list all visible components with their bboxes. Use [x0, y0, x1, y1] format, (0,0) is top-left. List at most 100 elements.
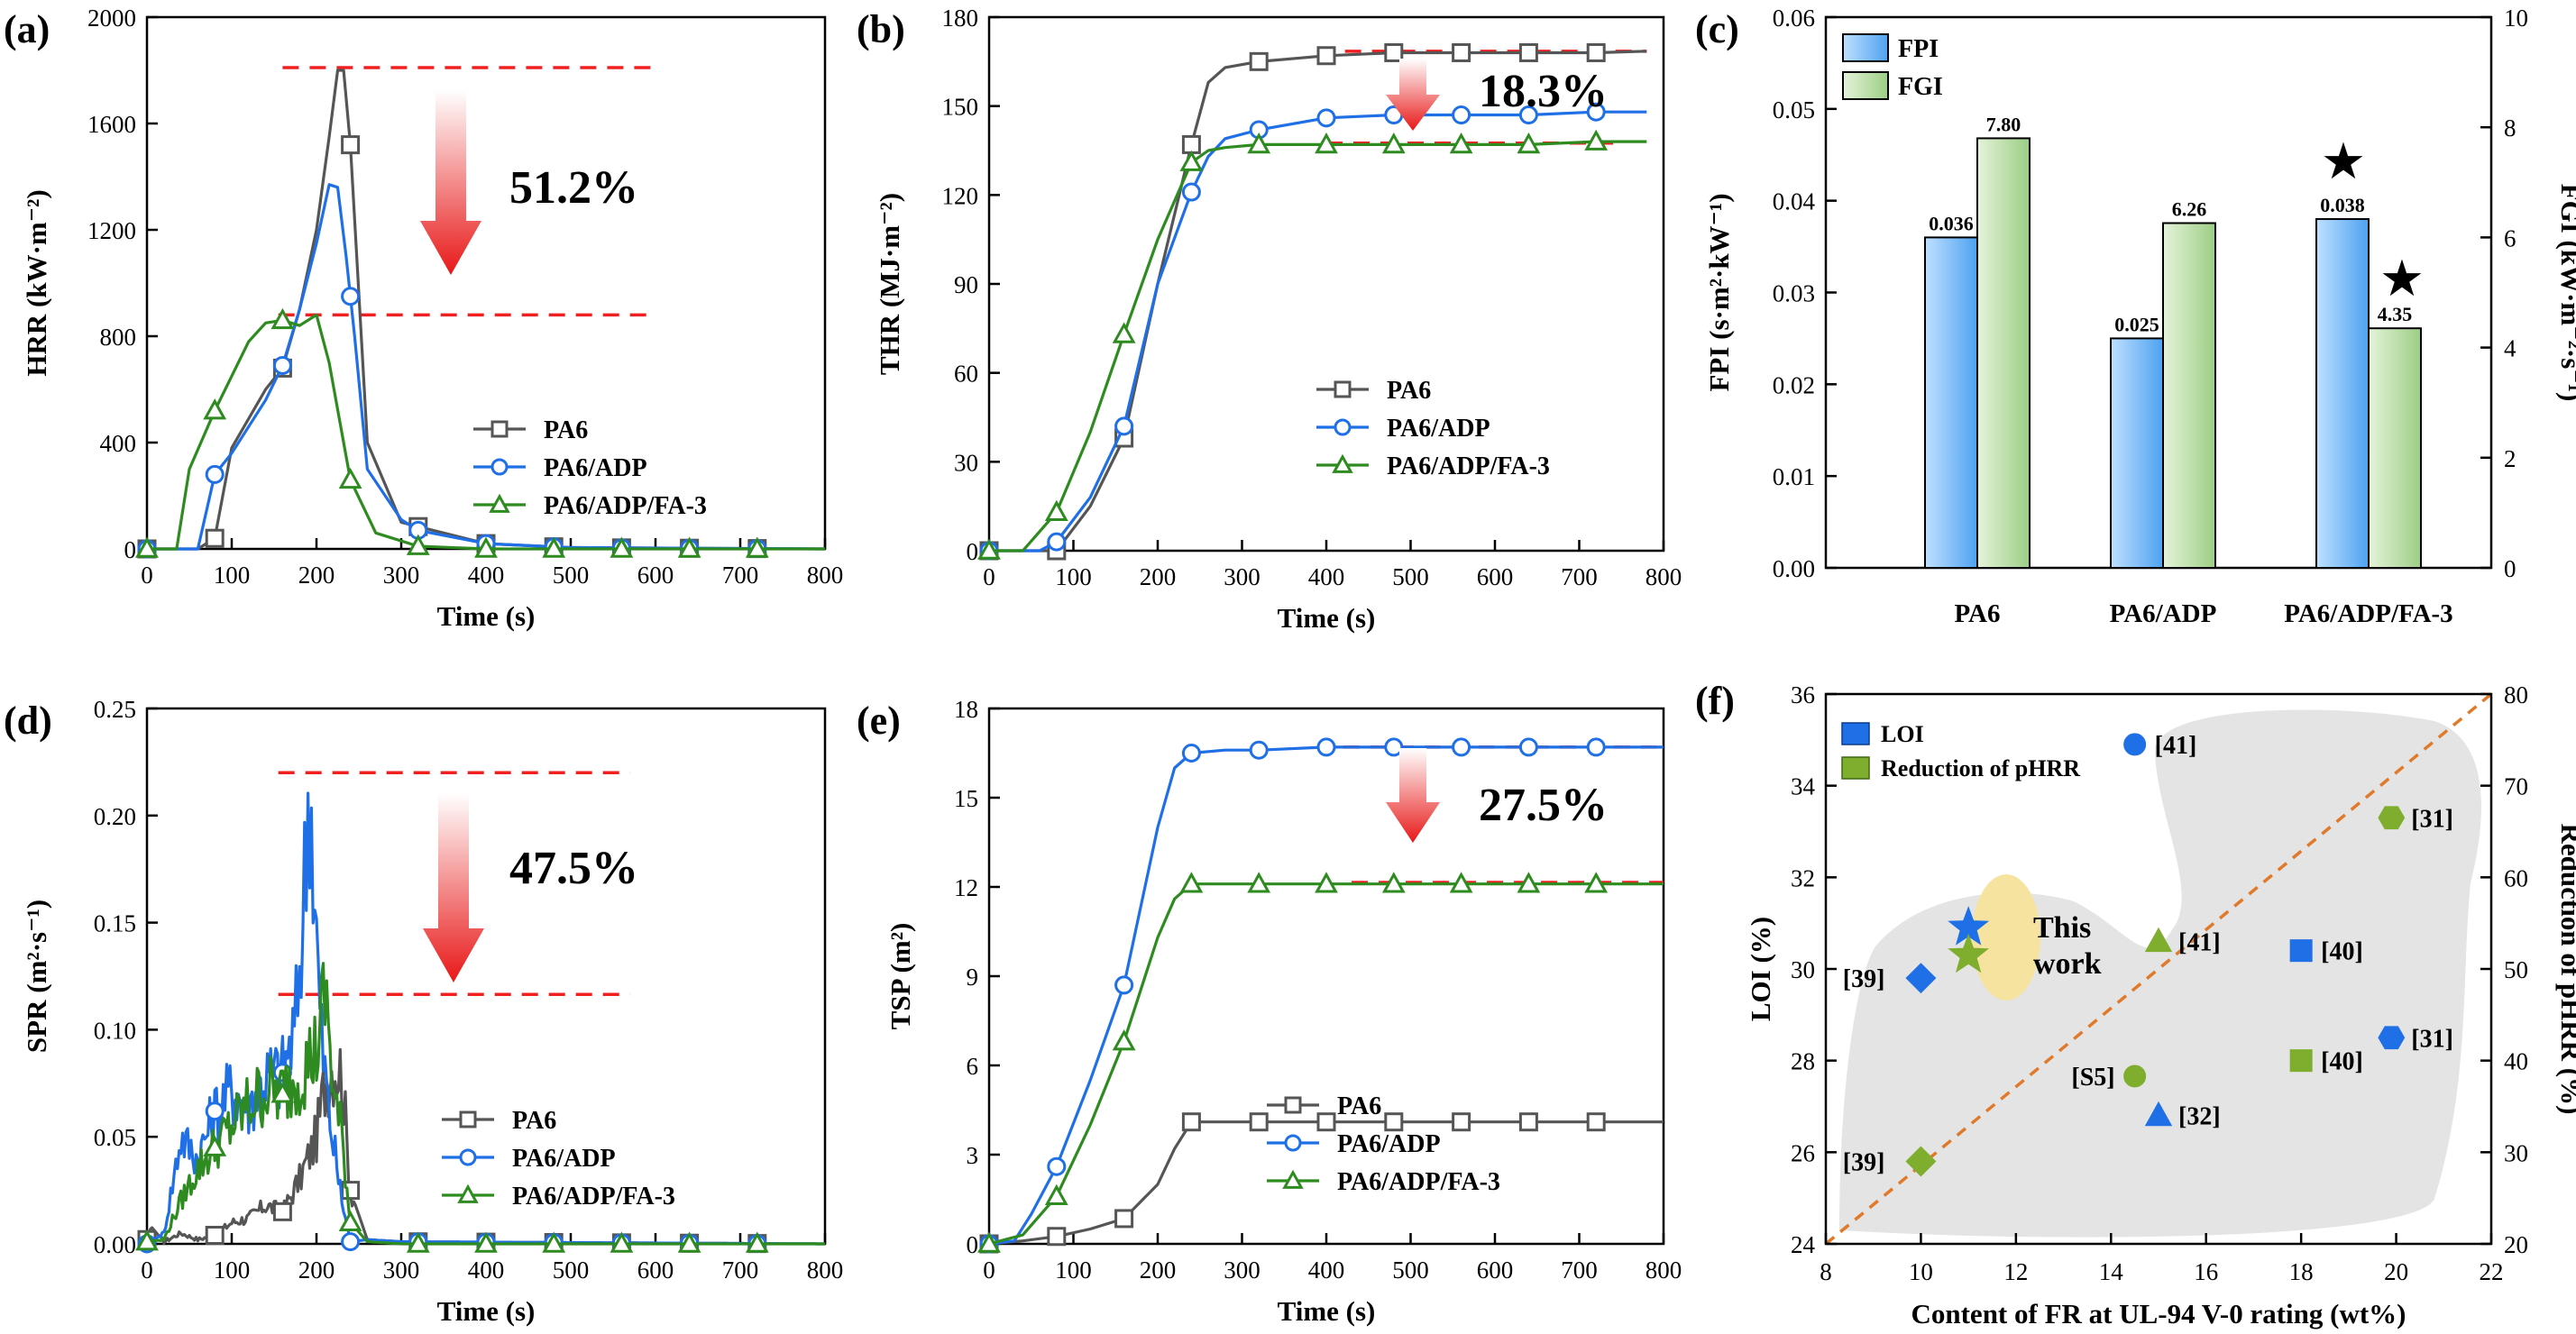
x-tick-label: 200 — [1140, 1256, 1177, 1284]
y2-axis-label: FGI (kW·m⁻²·s⁻¹) — [2555, 184, 2576, 402]
legend-label: PA6 — [1387, 377, 1431, 405]
axes-frame — [145, 15, 827, 551]
x-tick-label: 700 — [1561, 563, 1598, 590]
data-point-PA6/ADP/FA-3 — [338, 1210, 362, 1232]
y2-tick-label: 6 — [2504, 224, 2516, 251]
y2-tick-label: 80 — [2504, 681, 2528, 708]
y-tick-label: 0.20 — [94, 803, 136, 830]
data-point-PA6/ADP/FA-3 — [1247, 872, 1271, 893]
data-point-PA6/ADP/FA-3 — [270, 1082, 295, 1103]
data-point-PA6/ADP/FA-3 — [1449, 872, 1473, 893]
legend-label: PA6 — [1337, 1092, 1381, 1120]
data-point-PA6/ADP — [205, 1101, 225, 1121]
y-tick-label: 0.10 — [94, 1017, 136, 1044]
x-axis-label: Time (s) — [437, 1295, 536, 1327]
data-point-PA6 — [1452, 1112, 1471, 1132]
x-tick-label: 300 — [383, 1256, 420, 1284]
bar-value-label: 0.025 — [2114, 313, 2159, 335]
data-point-PA6/ADP/FA-3 — [1315, 132, 1338, 154]
category-label: PA6/ADP/FA-3 — [2284, 599, 2452, 628]
data-point-PA6 — [1114, 1209, 1134, 1229]
y-tick-label: 0.02 — [1773, 371, 1815, 398]
legend-marker — [490, 458, 509, 476]
data-point-PA6/ADP/FA-3 — [1517, 132, 1541, 154]
bar-FGI — [1976, 137, 2031, 569]
y-tick-label: 0.05 — [94, 1124, 136, 1151]
panel-d: 0 100 200 300 400 500 600 700 800 0.00 0.05 0.10 0.1… — [4, 696, 843, 1327]
y-tick-label: 24 — [1791, 1231, 1816, 1258]
data-point-PA6/ADP — [1181, 182, 1201, 202]
legend-marker — [1334, 380, 1352, 398]
loi-point — [2123, 733, 2147, 756]
panel-label: (e) — [857, 699, 901, 743]
phrr-point-label: [S5] — [2071, 1064, 2114, 1092]
x-tick-label: 14 — [2099, 1258, 2124, 1285]
panel-label: (c) — [1695, 7, 1739, 51]
y-tick-label: 120 — [942, 182, 979, 209]
y2-tick-label: 60 — [2504, 864, 2528, 891]
loi-point-label: [39] — [1843, 965, 1885, 993]
category-label: PA6 — [1954, 599, 2000, 628]
legend-label: Reduction of pHRR — [1881, 755, 2080, 781]
y-tick-label: 18 — [954, 696, 978, 723]
data-point-PA6 — [1518, 42, 1538, 62]
y-axis-label: LOI (%) — [1745, 917, 1776, 1021]
x-tick-label: 200 — [1140, 563, 1177, 590]
legend-marker — [457, 1183, 479, 1203]
legend-label: PA6 — [512, 1107, 556, 1135]
phrr-point — [2144, 927, 2173, 953]
legend-swatch-FPI — [1842, 33, 1889, 62]
x-tick-label: 8 — [1820, 1258, 1832, 1285]
legend-label: PA6 — [544, 416, 588, 444]
y-tick-label: 1600 — [87, 111, 136, 138]
data-point-PA6 — [1586, 42, 1606, 62]
reduction-arrow — [1386, 748, 1440, 843]
data-point-PA6/ADP/FA-3 — [1381, 872, 1406, 893]
x-tick-label: 600 — [1477, 563, 1514, 590]
bar-value-label: 7.80 — [1986, 113, 2021, 135]
y-tick-label: 90 — [954, 271, 978, 298]
panel-b: 0 100 200 300 400 500 600 700 800 0 30 60 90 120 150 18… — [857, 5, 1682, 634]
data-point-PA6/ADP/FA-3 — [1584, 872, 1609, 893]
x-tick-label: 12 — [2003, 1258, 2028, 1285]
panel-label: (b) — [857, 7, 905, 51]
y-tick-label: 400 — [100, 430, 137, 457]
legend-label: PA6/ADP/FA-3 — [1337, 1168, 1500, 1196]
this-work-highlight — [1972, 874, 2040, 1000]
x-tick-label: 100 — [1055, 563, 1092, 590]
panel-label: (d) — [4, 699, 52, 743]
x-tick-label: 800 — [807, 562, 844, 589]
legend-marker — [490, 420, 509, 438]
legend-label: LOI — [1881, 721, 1924, 747]
data-point-PA6/ADP — [1249, 740, 1269, 760]
data-point-PA6 — [205, 1225, 225, 1245]
reduction-percent: 27.5% — [1479, 780, 1608, 831]
phrr-point-label: [31] — [2411, 805, 2453, 833]
phrr-point — [2289, 1049, 2313, 1073]
y2-tick-label: 40 — [2504, 1048, 2528, 1075]
data-point-PA6/ADP — [1181, 744, 1201, 763]
data-point-PA6/ADP/FA-3 — [1381, 132, 1406, 154]
y-tick-label: 60 — [954, 361, 978, 388]
data-point-PA6/ADP — [1316, 737, 1336, 757]
panel-label: (f) — [1695, 679, 1735, 723]
data-point-PA6 — [205, 528, 225, 548]
data-point-PA6/ADP — [341, 287, 361, 306]
data-point-PA6/ADP — [1452, 737, 1471, 757]
y-axis-label: HRR (kW·m⁻²) — [21, 189, 52, 376]
data-point-PA6 — [1518, 1112, 1538, 1132]
y-tick-label: 0.03 — [1773, 280, 1815, 307]
y-tick-label: 0.05 — [1773, 96, 1815, 123]
x-tick-label: 600 — [637, 562, 674, 589]
panel-e: 0 100 200 300 400 500 600 700 800 0 3 6 9 12 15 18 Time … — [857, 696, 1682, 1327]
x-tick-label: 100 — [214, 562, 251, 589]
data-point-PA6/ADP — [1114, 416, 1134, 436]
data-point-PA6/ADP/FA-3 — [1517, 872, 1541, 893]
y-tick-label: 15 — [954, 785, 978, 812]
x-tick-label: 800 — [1646, 563, 1682, 590]
series-line-PA6/ADP — [989, 110, 1647, 553]
series-line-PA6 — [147, 69, 826, 551]
reduction-percent: 51.2% — [509, 162, 638, 214]
data-point-PA6/ADP/FA-3 — [542, 536, 566, 558]
y-tick-label: 32 — [1791, 864, 1815, 891]
